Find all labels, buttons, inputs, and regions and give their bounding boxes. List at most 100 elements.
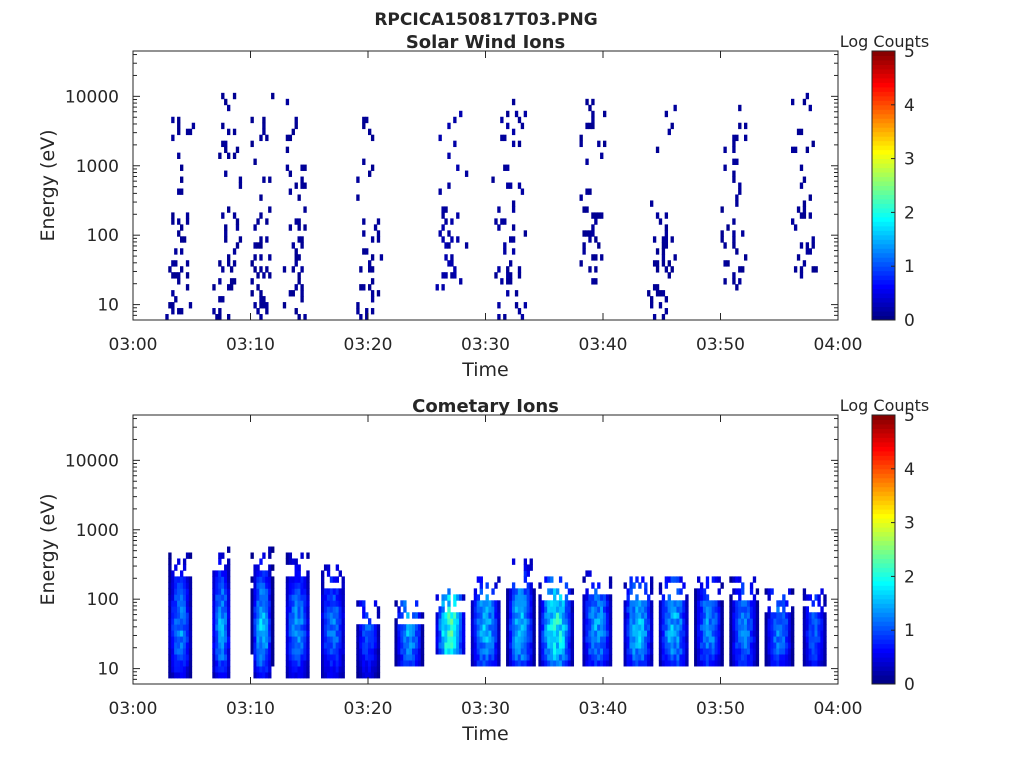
colorbar-segment (872, 607, 895, 613)
heatmap-cell (306, 672, 310, 679)
colorbar-segment (872, 194, 895, 200)
heatmap-cell (517, 636, 522, 643)
heatmap-cell (180, 612, 184, 619)
heatmap-cell (597, 606, 601, 613)
heatmap-cell (705, 648, 710, 655)
heatmap-cell (182, 612, 187, 619)
heatmap-cell (802, 260, 807, 267)
heatmap-cell (268, 642, 272, 649)
colorbar-segment (872, 679, 895, 685)
heatmap-cell (509, 272, 513, 279)
heatmap-cell (250, 116, 254, 124)
heatmap-cell (456, 594, 460, 601)
heatmap-cell (626, 606, 630, 613)
heatmap-cell (532, 588, 536, 595)
heatmap-cell (767, 618, 771, 625)
heatmap-cell (473, 636, 478, 643)
heatmap-cell (673, 606, 677, 613)
heatmap-cell (285, 552, 290, 559)
heatmap-cell (456, 212, 460, 219)
heatmap-cell (438, 230, 442, 237)
heatmap-cell (608, 642, 613, 649)
heatmap-cell (365, 630, 369, 637)
heatmap-cell (341, 612, 345, 619)
heatmap-cell (746, 624, 751, 631)
heatmap-cell (699, 582, 704, 589)
heatmap-cell (658, 630, 663, 637)
heatmap-cell (180, 176, 184, 183)
heatmap-cell (823, 594, 827, 601)
heatmap-cell (682, 600, 686, 607)
heatmap-cell (788, 654, 792, 661)
heatmap-cell (603, 642, 607, 649)
heatmap-cell (650, 630, 654, 637)
colorbar-segment (872, 100, 895, 106)
heatmap-cell (174, 612, 178, 619)
heatmap-cell (491, 654, 495, 661)
heatmap-cell (441, 618, 445, 625)
heatmap-cell (291, 618, 295, 625)
heatmap-cell (326, 618, 331, 625)
heatmap-cell (732, 654, 736, 661)
heatmap-cell (799, 164, 804, 171)
heatmap-cell (215, 630, 219, 637)
heatmap-cell (265, 618, 269, 625)
heatmap-cell (294, 654, 298, 661)
heatmap-cell (723, 278, 727, 285)
colorbar-segment (872, 545, 895, 550)
heatmap-cell (479, 576, 483, 583)
heatmap-cell (168, 588, 172, 595)
heatmap-cell (341, 582, 345, 589)
heatmap-cell (229, 284, 234, 291)
heatmap-cell (177, 128, 181, 136)
heatmap-cell (488, 648, 492, 655)
heatmap-cell (218, 278, 222, 285)
heatmap-cell (417, 630, 422, 637)
heatmap-cell (177, 152, 181, 159)
heatmap-cell (212, 570, 216, 577)
heatmap-cell (591, 230, 595, 237)
colorbar-segment (872, 279, 895, 285)
heatmap-cell (652, 314, 657, 321)
heatmap-cell (503, 164, 507, 171)
heatmap-cell (564, 600, 569, 607)
heatmap-cell (591, 600, 595, 607)
heatmap-cell (453, 116, 457, 124)
colorbar-segment (872, 432, 895, 438)
heatmap-cell (655, 284, 660, 291)
heatmap-cell (285, 642, 290, 649)
heatmap-cell (814, 648, 818, 655)
heatmap-cell (779, 642, 783, 649)
heatmap-cell (376, 624, 381, 631)
heatmap-cell (485, 582, 489, 589)
heatmap-cell (670, 624, 674, 631)
heatmap-cell (506, 612, 510, 619)
heatmap-cell (558, 660, 563, 667)
heatmap-cell (511, 224, 516, 231)
heatmap-cell (600, 594, 604, 601)
heatmap-cell (561, 606, 566, 613)
y-axis-label: Energy (eV) (37, 493, 59, 605)
heatmap-cell (265, 642, 269, 649)
heatmap-cell (538, 630, 542, 637)
heatmap-cell (661, 260, 666, 267)
heatmap-cell (650, 648, 654, 655)
heatmap-cell (755, 612, 760, 619)
heatmap-cell (185, 594, 190, 601)
heatmap-cell (567, 624, 572, 631)
heatmap-cell (306, 606, 310, 613)
heatmap-cell (744, 618, 748, 625)
heatmap-cell (479, 600, 483, 607)
heatmap-cell (729, 624, 733, 631)
heatmap-cell (514, 660, 519, 667)
heatmap-cell (441, 206, 445, 213)
heatmap-cell (338, 666, 342, 673)
heatmap-cell (626, 600, 630, 607)
colorbar-tick-label: 0 (904, 311, 915, 331)
heatmap-cell (444, 624, 448, 631)
heatmap-cell (788, 630, 792, 637)
heatmap-cell (550, 654, 554, 661)
heatmap-cell (600, 642, 604, 649)
heatmap-cell (303, 630, 307, 637)
heatmap-cell (567, 636, 572, 643)
